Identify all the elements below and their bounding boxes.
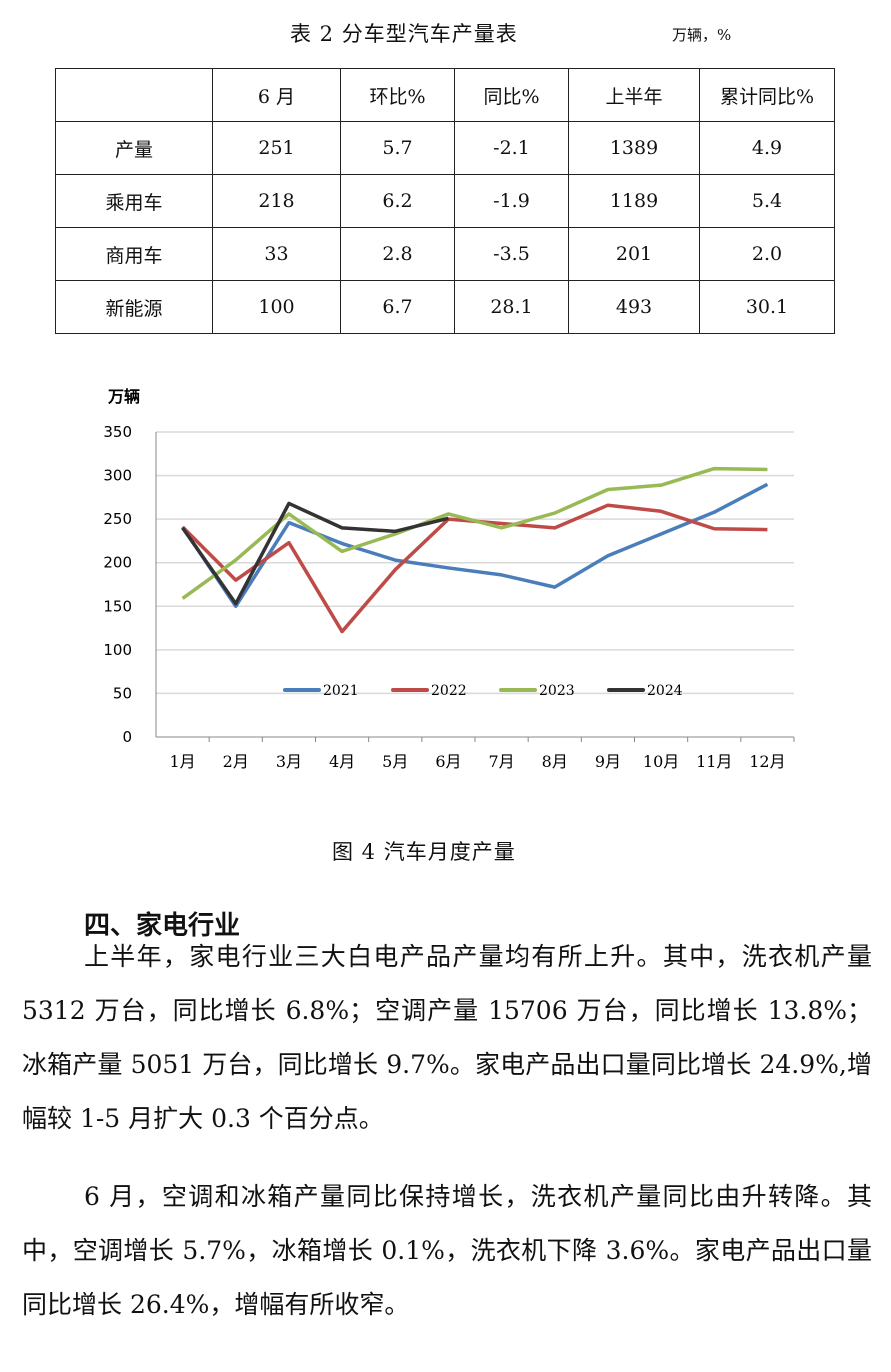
y-axis-label: 万辆 xyxy=(107,387,140,406)
series-line-2024 xyxy=(181,501,449,606)
table-cell: 2.0 xyxy=(699,227,835,281)
header-cell: 环比% xyxy=(340,68,455,122)
table-cell: 4.9 xyxy=(699,121,835,175)
x-tick-label: 1月 xyxy=(169,752,195,771)
x-tick-label: 7月 xyxy=(488,752,514,771)
paragraph: 上半年，家电行业三大白电产品产量均有所上升。其中，洗衣机产量 5312 万台，同… xyxy=(22,942,872,1133)
figure-caption: 图 4 汽车月度产量 xyxy=(332,840,516,864)
header-cell: 上半年 xyxy=(568,68,700,122)
y-tick-label: 100 xyxy=(103,641,132,659)
table-cell: 218 xyxy=(212,174,341,228)
section-title: 四、家电行业 xyxy=(84,911,241,941)
table-cell: 30.1 xyxy=(699,280,835,334)
table-cell: 251 xyxy=(212,121,341,175)
y-tick-label: 0 xyxy=(122,728,132,746)
table-cell: -2.1 xyxy=(454,121,569,175)
header-cell: 累计同比% xyxy=(699,68,835,122)
table-cell: 2.8 xyxy=(340,227,455,281)
paragraph: 6 月，空调和冰箱产量同比保持增长，洗衣机产量同比由升转降。其中，空调增长 5.… xyxy=(22,1182,872,1319)
y-tick-label: 50 xyxy=(113,684,132,702)
series-line-2023 xyxy=(181,466,768,600)
header-cell: 同比% xyxy=(454,68,569,122)
x-tick-label: 2月 xyxy=(223,752,249,771)
x-tick-label: 10月 xyxy=(643,752,679,771)
production-table: 6 月 环比% 同比% 上半年 累计同比% 产量 251 5.7 -2.1 1389 4.… xyxy=(55,68,835,334)
legend-label: 2024 xyxy=(647,683,683,699)
x-tick-label: 6月 xyxy=(435,752,461,771)
table-cell: 1389 xyxy=(568,121,700,175)
line-chart: 万辆 0 50 100 150 200 250 300 350 1月 2月 3月 4月 5月 6月 7月 8月 9… xyxy=(103,387,795,771)
header-cell: 6 月 xyxy=(212,68,341,122)
table-cell: 新能源 xyxy=(55,280,213,334)
table-cell: 1189 xyxy=(568,174,700,228)
table-unit: 万辆，% xyxy=(672,26,732,44)
x-tick-label: 8月 xyxy=(542,752,568,771)
table-cell: -1.9 xyxy=(454,174,569,228)
y-tick-label: 300 xyxy=(103,467,132,485)
table-row: 新能源 100 6.7 28.1 493 30.1 xyxy=(55,280,835,334)
legend-label: 2022 xyxy=(431,683,467,699)
table-cell: 6.7 xyxy=(340,280,455,334)
legend-label: 2021 xyxy=(323,683,359,699)
table-cell: 商用车 xyxy=(55,227,213,281)
table-cell: 28.1 xyxy=(454,280,569,334)
y-tick-label: 150 xyxy=(103,597,132,615)
table-row: 产量 251 5.7 -2.1 1389 4.9 xyxy=(55,121,835,175)
y-tick-label: 200 xyxy=(103,554,132,572)
table-cell: 100 xyxy=(212,280,341,334)
series-line-2022 xyxy=(181,503,768,634)
table-cell: 乘用车 xyxy=(55,174,213,228)
table-cell: 201 xyxy=(568,227,700,281)
series-line-2021 xyxy=(181,482,769,609)
table-cell: -3.5 xyxy=(454,227,569,281)
y-tick-label: 350 xyxy=(103,423,132,441)
x-tick-label: 3月 xyxy=(276,752,302,771)
header-cell xyxy=(55,68,213,122)
table-cell: 产量 xyxy=(55,121,213,175)
x-tick-label: 12月 xyxy=(749,752,785,771)
table-cell: 493 xyxy=(568,280,700,334)
x-tick-label: 9月 xyxy=(595,752,621,771)
table-caption: 表 2 分车型汽车产量表 xyxy=(290,22,518,46)
table-row: 商用车 33 2.8 -3.5 201 2.0 xyxy=(55,227,835,281)
table-row: 乘用车 218 6.2 -1.9 1189 5.4 xyxy=(55,174,835,228)
table-cell: 5.7 xyxy=(340,121,455,175)
x-tick-label: 11月 xyxy=(696,752,732,771)
table-header-row: 6 月 环比% 同比% 上半年 累计同比% xyxy=(55,68,835,122)
y-tick-label: 250 xyxy=(103,510,132,528)
table-cell: 5.4 xyxy=(699,174,835,228)
table-cell: 6.2 xyxy=(340,174,455,228)
x-tick-label: 5月 xyxy=(382,752,408,771)
x-tick-label: 4月 xyxy=(329,752,355,771)
legend-label: 2023 xyxy=(539,683,575,699)
table-cell: 33 xyxy=(212,227,341,281)
